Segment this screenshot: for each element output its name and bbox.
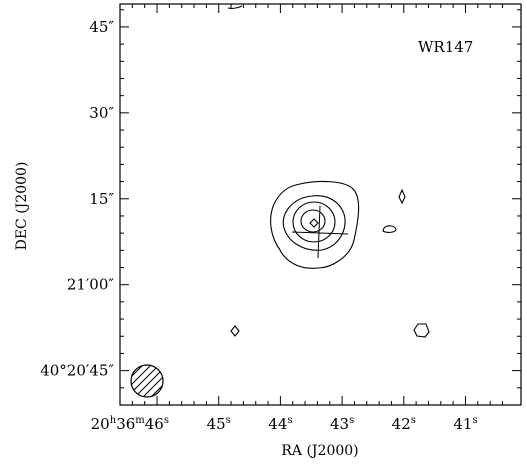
x-axis-label: RA (J2000) — [281, 443, 358, 459]
y-axis-tick-labels: 45″ 30″ 15″ 21′00″ 40°20′45″ — [40, 18, 114, 380]
noise-contour — [227, 5, 243, 9]
source-label: WR147 — [418, 38, 473, 56]
noise-contour — [398, 188, 406, 205]
contour-level-1 — [270, 180, 360, 269]
x-tick-label: 44s — [268, 415, 292, 433]
x-axis-tick-labels: 20h36m46s 45s 44s 43s 42s 41s — [91, 415, 478, 433]
x-tick-label: 43s — [330, 415, 354, 433]
x-tick-label: 42s — [392, 415, 416, 433]
x-axis-ticks — [131, 4, 503, 405]
contour-peak — [309, 218, 319, 228]
y-tick-label: 40°20′45″ — [40, 362, 114, 380]
noise-contour — [413, 323, 430, 338]
plot-frame — [119, 3, 522, 406]
y-axis-label: DEC (J2000) — [14, 162, 30, 251]
noise-contour — [382, 225, 397, 233]
x-tick-label: 45s — [207, 415, 231, 433]
y-tick-label: 21′00″ — [67, 276, 115, 294]
x-tick-label: 20h36m46s — [91, 415, 169, 433]
noise-contours — [227, 5, 430, 338]
peak-cross-marker — [291, 205, 349, 259]
contour-level-2 — [282, 195, 346, 251]
contour-level-4 — [300, 209, 326, 233]
y-tick-label: 15″ — [89, 190, 114, 208]
x-tick-label: 41s — [453, 415, 477, 433]
y-axis-ticks — [120, 9, 521, 389]
beam-ellipse — [130, 364, 164, 398]
source-contours — [270, 180, 360, 269]
y-tick-label: 45″ — [89, 18, 114, 36]
contour-level-3 — [292, 201, 336, 243]
y-tick-label: 30″ — [89, 104, 114, 122]
noise-contour — [230, 325, 240, 337]
